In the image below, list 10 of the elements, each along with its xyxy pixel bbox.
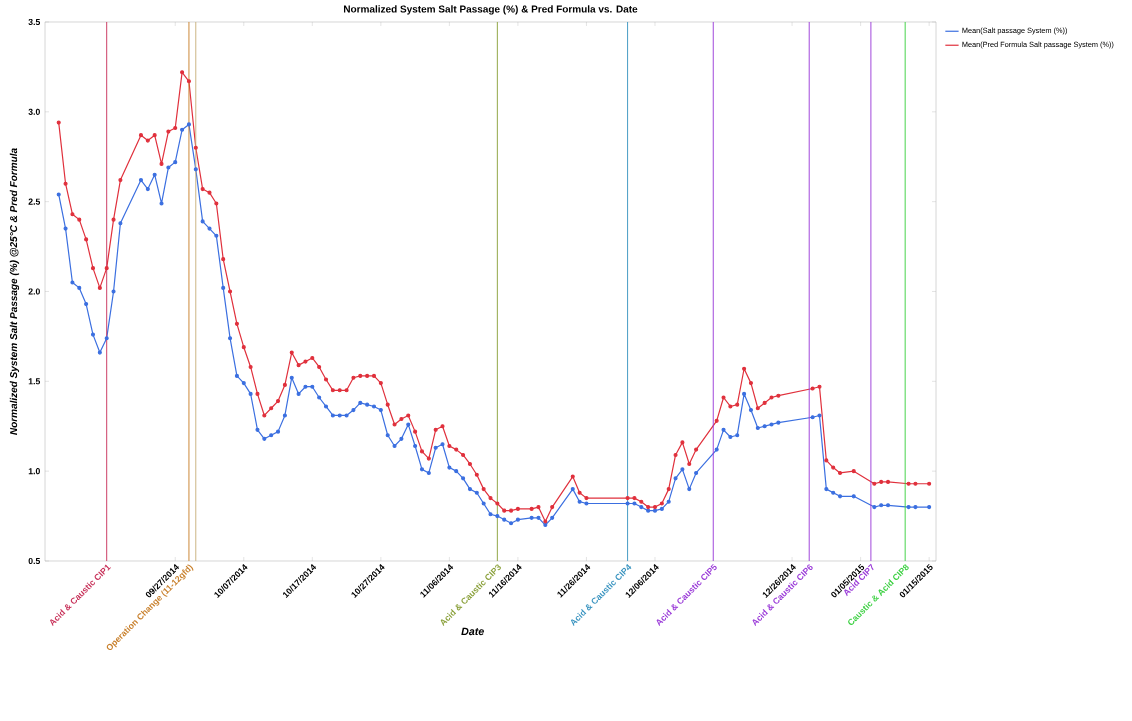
y-tick-label: 2.5 — [28, 198, 41, 205]
chart-title: Normalized System Salt Passage (%) & Pred Formula vs. Date — [343, 5, 638, 15]
y-tick-label: 0.5 — [28, 557, 41, 565]
y-tick-label: 1.0 — [28, 468, 40, 475]
y-tick-label: 2.0 — [28, 288, 40, 295]
y-axis-title: Normalized System Salt Passage (%) @25°C & Pred Formula — [9, 148, 20, 435]
y-tick-label: 1.5 — [28, 378, 41, 385]
y-tick-label: 3.5 — [28, 18, 41, 26]
x-axis-title: Date — [461, 627, 484, 636]
y-tick-label: 3.0 — [28, 108, 40, 115]
